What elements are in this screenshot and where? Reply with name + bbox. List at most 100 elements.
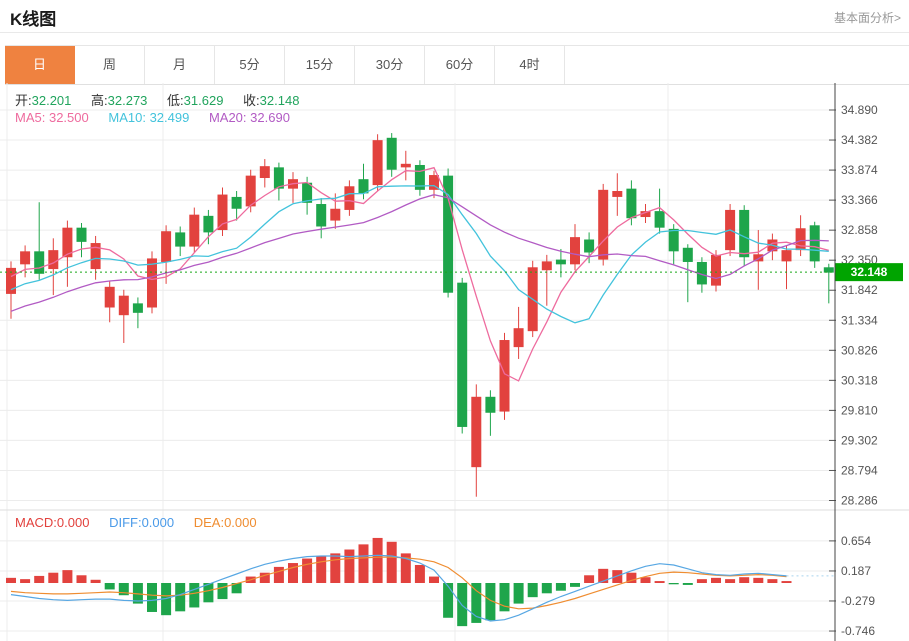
- high-label: 高:: [91, 93, 108, 108]
- fundamental-analysis-link[interactable]: 基本面分析>: [833, 11, 901, 25]
- macd-bar: [443, 583, 454, 618]
- macd-bar: [400, 553, 411, 583]
- macd-bar: [316, 555, 327, 583]
- price-axis-label: 33.366: [841, 193, 878, 207]
- macd-axis-label: 0.654: [841, 534, 871, 548]
- candle-body: [753, 254, 764, 262]
- macd-bar: [584, 575, 595, 583]
- candle-body: [443, 175, 454, 293]
- ma10-value: 32.499: [149, 110, 190, 125]
- candle-body: [259, 166, 270, 179]
- macd-bar: [259, 572, 270, 583]
- candle-body: [570, 237, 580, 265]
- candle-body: [62, 227, 73, 258]
- candle-body: [795, 228, 806, 251]
- macd-bar: [541, 583, 552, 594]
- candle-body: [6, 267, 16, 294]
- candle-body: [90, 243, 101, 270]
- macd-bar: [485, 583, 496, 621]
- ma20-label: MA20:: [208, 110, 247, 125]
- macd-bar: [739, 577, 750, 583]
- macd-bar: [654, 581, 665, 583]
- macd-bar: [386, 541, 397, 583]
- price-axis-label: 31.842: [841, 283, 878, 297]
- tab-0[interactable]: 日: [5, 46, 75, 84]
- candle-body: [273, 167, 284, 189]
- candle-body: [34, 251, 45, 274]
- macd-bar: [471, 583, 482, 623]
- macd-bar: [598, 568, 609, 583]
- price-axis-label: 34.890: [841, 103, 878, 117]
- macd-bar: [344, 549, 355, 583]
- macd-bar: [668, 583, 679, 585]
- tab-6[interactable]: 60分: [425, 46, 495, 84]
- tab-5[interactable]: 30分: [355, 46, 425, 84]
- tab-4[interactable]: 15分: [285, 46, 355, 84]
- candle-body: [161, 231, 172, 262]
- low-label: 低:: [167, 93, 184, 108]
- candle-body: [640, 211, 651, 218]
- macd-bar: [682, 583, 693, 585]
- macd-bar: [696, 579, 707, 583]
- candle-body: [499, 340, 510, 412]
- ma10-label: MA10:: [108, 110, 146, 125]
- macd-bar: [231, 583, 242, 594]
- interval-tabs: 日周月 5分 15分 30分 60分 4时: [5, 45, 909, 85]
- tab-3[interactable]: 5分: [215, 46, 285, 84]
- high-value: 32.273: [107, 93, 148, 108]
- ma-row: MA5: 32.500 MA10: 32.499 MA20: 32.690: [15, 110, 306, 125]
- macd-bar: [429, 576, 439, 583]
- macd-bar: [288, 563, 298, 583]
- ma5-value: 32.500: [48, 110, 89, 125]
- tab-7[interactable]: 4时: [495, 46, 565, 84]
- candle-body: [626, 188, 637, 219]
- macd-bar: [104, 583, 115, 590]
- last-price-badge: [835, 263, 903, 282]
- price-axis-label: 28.794: [841, 463, 878, 477]
- ma20-value: 32.690: [250, 110, 290, 125]
- candle-body: [147, 258, 157, 308]
- macd-axis-label: -0.746: [841, 624, 875, 638]
- macd-bar: [358, 544, 369, 583]
- macd-bar: [302, 558, 313, 583]
- macd-bar: [570, 583, 580, 587]
- candle-body: [189, 214, 200, 247]
- candle-body: [513, 328, 524, 348]
- candle-body: [132, 303, 143, 313]
- price-axis-label: 30.826: [841, 343, 878, 357]
- tab-2[interactable]: 月: [145, 46, 215, 84]
- diff-label: DIFF:: [109, 515, 142, 530]
- macd-bar: [781, 581, 792, 583]
- candle-body: [245, 175, 256, 207]
- macd-bar: [767, 579, 778, 583]
- candle-body: [386, 137, 397, 170]
- macd-bar: [640, 577, 651, 583]
- price-axis-label: 28.286: [841, 494, 878, 508]
- diff-value: 0.000: [141, 515, 175, 530]
- candle-body: [302, 182, 313, 203]
- diff-line: [10, 554, 787, 622]
- candle-body: [612, 191, 623, 197]
- dea-value: 0.000: [224, 515, 257, 530]
- macd-bar: [6, 577, 16, 583]
- macd-bar: [273, 566, 284, 583]
- macd-bar: [203, 583, 214, 603]
- candle-body: [217, 194, 228, 231]
- candle-body: [372, 140, 383, 186]
- candle-body: [76, 227, 87, 242]
- price-axis-label: 29.810: [841, 403, 878, 417]
- price-axis-label: 30.318: [841, 373, 878, 387]
- macd-bar: [513, 583, 524, 604]
- candle-body: [429, 175, 439, 190]
- ma20-line: [10, 194, 829, 312]
- tab-1[interactable]: 周: [75, 46, 145, 84]
- macd-bar: [147, 583, 157, 612]
- candle-body: [654, 211, 665, 228]
- open-value: 32.201: [31, 93, 72, 108]
- price-axis-label: 34.382: [841, 133, 878, 147]
- macd-bar: [34, 575, 45, 583]
- candle-body: [668, 228, 679, 252]
- macd-label: MACD:: [15, 515, 57, 530]
- candle-body: [584, 239, 595, 253]
- candle-body: [231, 196, 242, 209]
